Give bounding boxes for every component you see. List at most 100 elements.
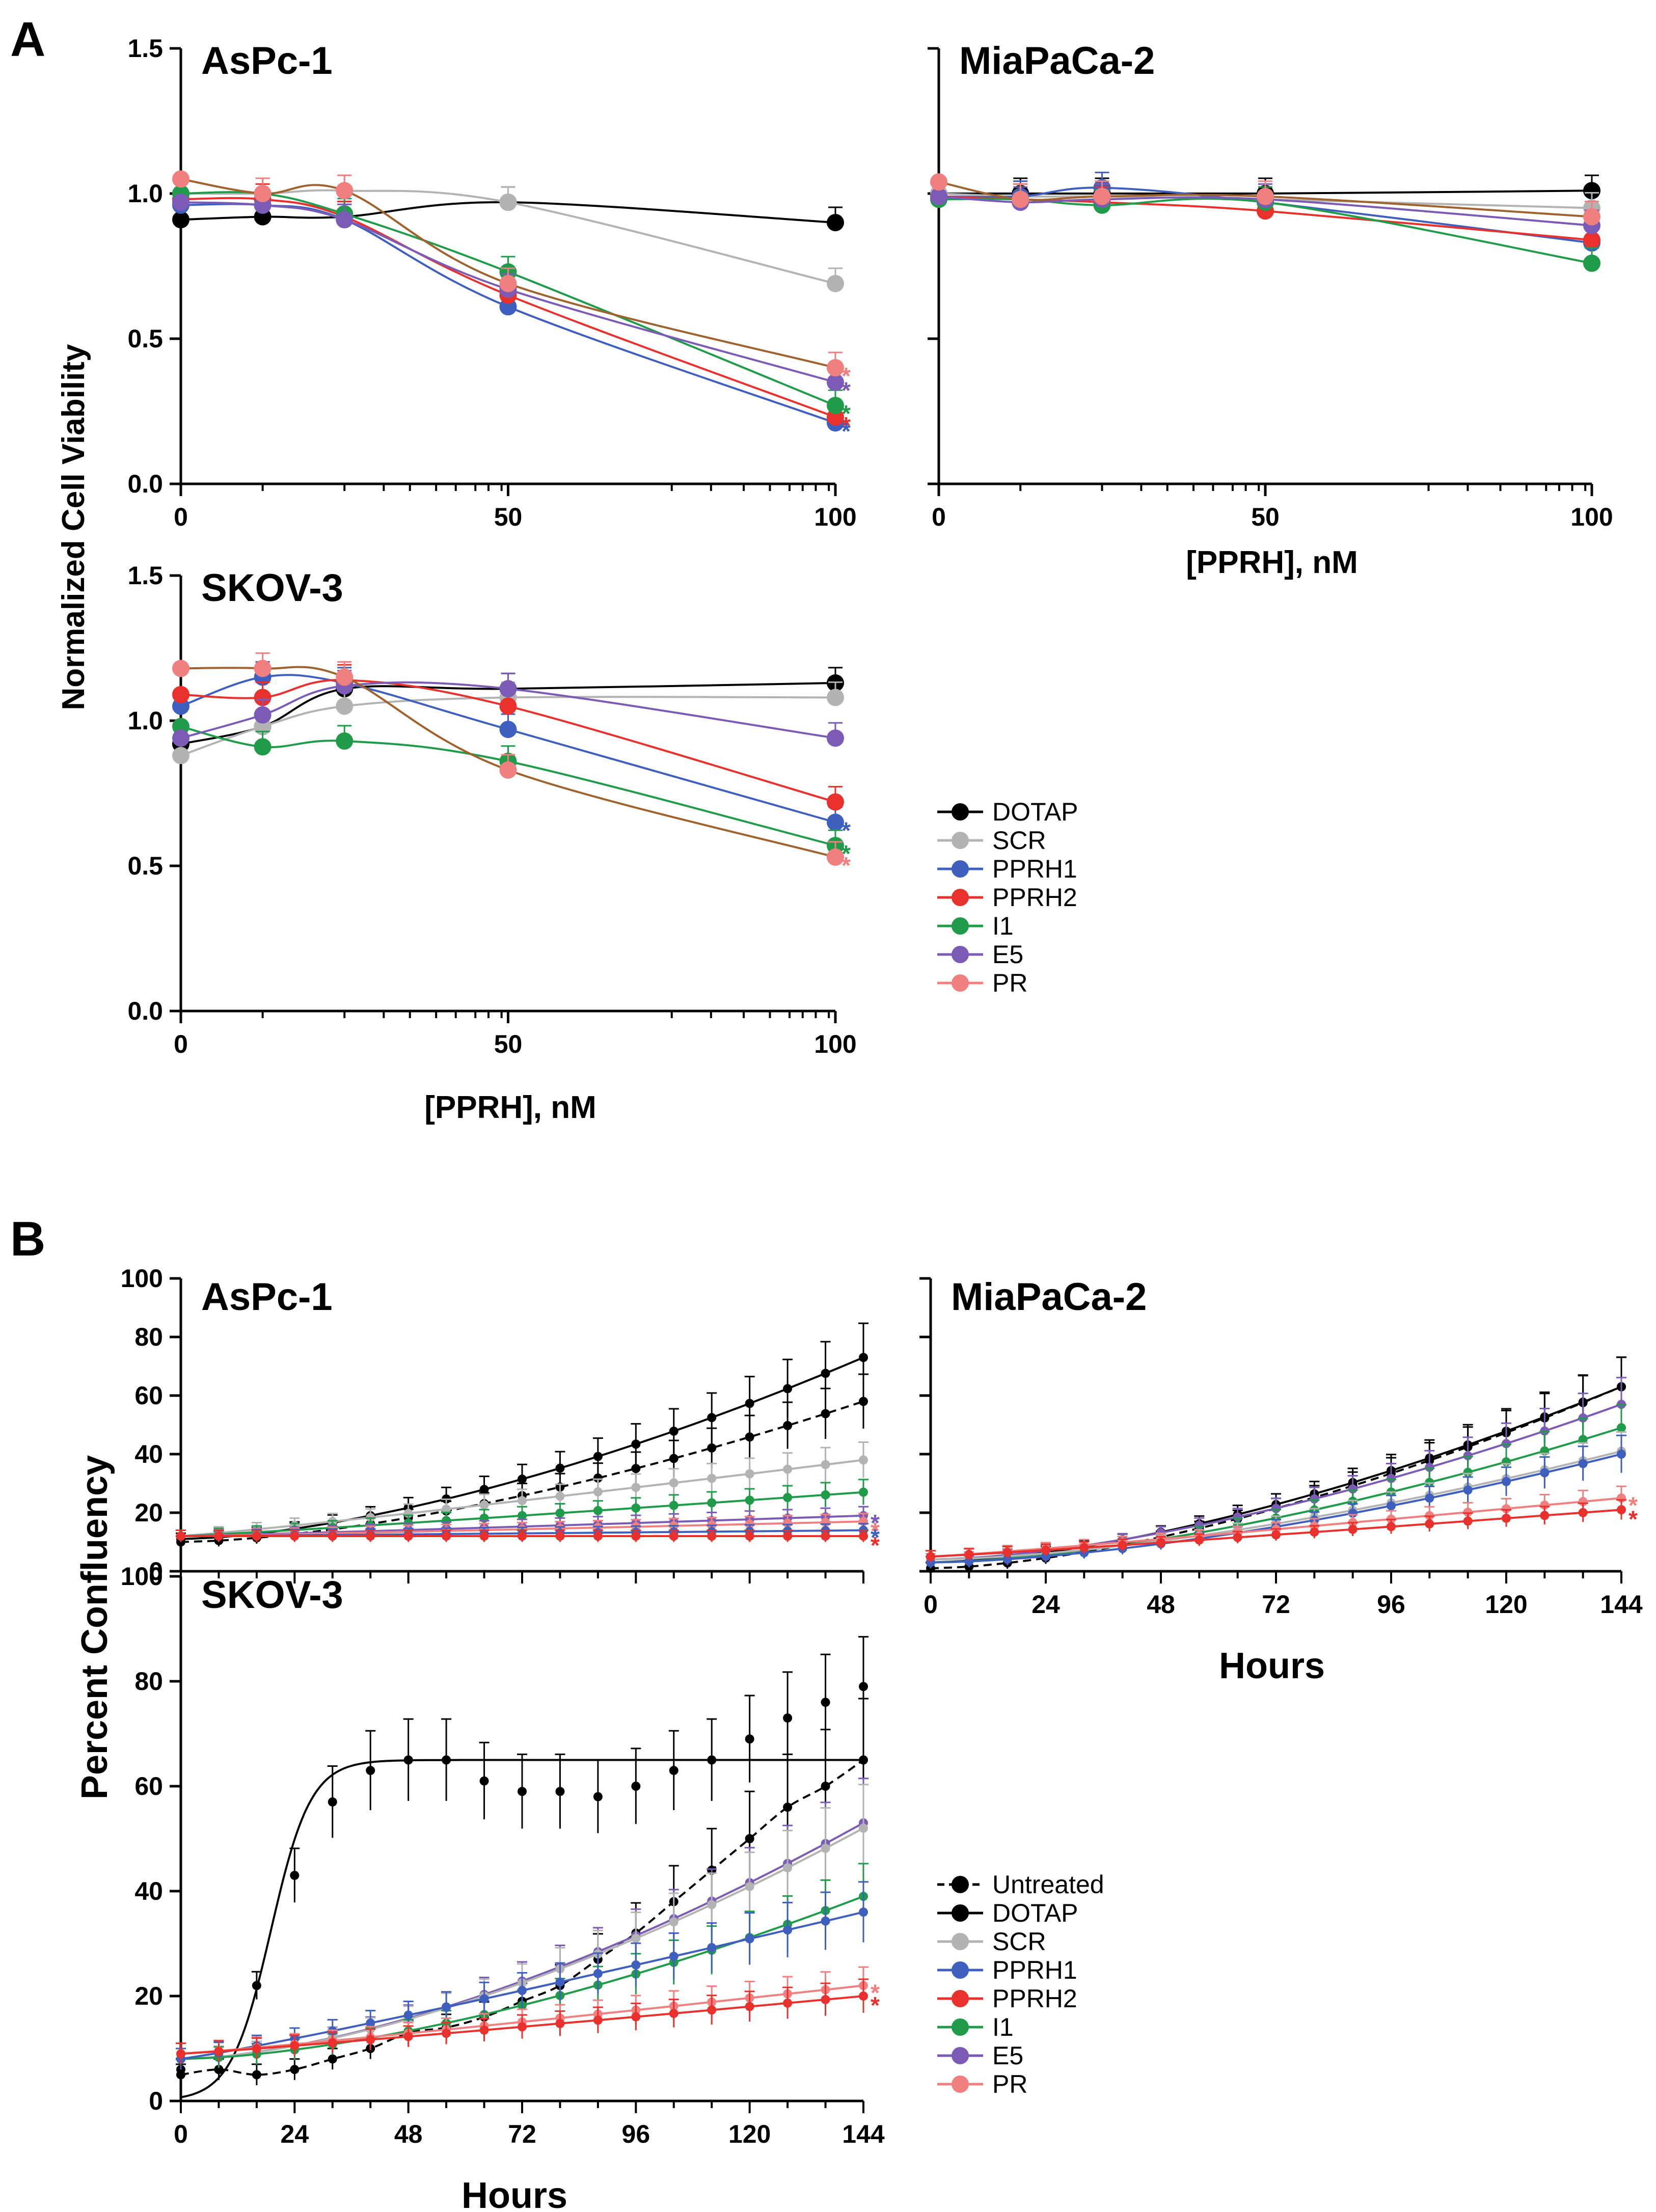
- x-tick-label: 24: [281, 2120, 309, 2148]
- line-untreated: [930, 1385, 1622, 1570]
- point-dotap: [631, 1439, 641, 1449]
- significance-star: *: [841, 400, 851, 427]
- y-tick-label: 0.0: [127, 997, 163, 1025]
- point-e5: [1195, 1520, 1204, 1530]
- point-pprh1: [366, 2018, 375, 2028]
- point-scr: [669, 1478, 678, 1488]
- point-dotap: [783, 1713, 793, 1723]
- point-i1: [707, 1498, 717, 1508]
- point-pprh1: [669, 1951, 678, 1961]
- point-pprh2: [254, 689, 272, 706]
- point-pprh1: [442, 2002, 451, 2012]
- point-pprh1: [859, 1907, 868, 1917]
- point-pprh2: [593, 1532, 603, 1541]
- y-tick-label: 1.0: [127, 706, 163, 735]
- point-dotap: [707, 1413, 717, 1423]
- point-pprh2: [555, 1532, 565, 1541]
- point-pprh2: [1348, 1524, 1358, 1534]
- point-dotap: [1583, 182, 1600, 200]
- point-pr: [1540, 1500, 1550, 1510]
- x-tick-label: 48: [394, 2120, 423, 2148]
- y-tick-label: 60: [134, 1381, 163, 1410]
- point-untreated: [593, 1473, 603, 1483]
- point-scr: [631, 1933, 641, 1943]
- significance-star: *: [871, 1517, 880, 1544]
- point-dotap: [859, 1682, 868, 1691]
- significance-star: *: [871, 1992, 880, 2018]
- point-i1: [1583, 254, 1600, 272]
- x-tick-label: 50: [1251, 503, 1280, 531]
- legend-marker-untreated: [952, 1876, 969, 1893]
- point-untreated: [783, 1421, 793, 1430]
- legend-marker-pr: [952, 974, 969, 992]
- point-e5: [1463, 1451, 1473, 1461]
- point-scr: [859, 1823, 868, 1833]
- point-i1: [1463, 1467, 1473, 1477]
- legend-label-pprh1: PPRH1: [992, 855, 1077, 883]
- point-i1: [827, 397, 844, 415]
- point-dotap: [821, 1369, 830, 1378]
- y-tick-label: 20: [134, 1498, 163, 1527]
- point-pprh1: [707, 1943, 717, 1952]
- point-pprh2: [1233, 1533, 1242, 1542]
- legend-marker-pprh1: [952, 1961, 969, 1979]
- point-pprh2: [1156, 1538, 1165, 1547]
- point-pprh2: [1578, 1508, 1588, 1517]
- point-pprh2: [442, 1532, 451, 1541]
- significance-star: *: [871, 1510, 880, 1536]
- chart-title: AsPc-1: [201, 1275, 333, 1319]
- x-tick-label: 72: [1262, 1590, 1290, 1619]
- point-i1: [669, 1500, 678, 1510]
- point-dotap: [366, 1766, 375, 1776]
- point-untreated: [707, 1443, 717, 1453]
- a-xlabel-bottom: [PPRH], nM: [424, 1090, 596, 1125]
- chart-title: MiaPaCa-2: [959, 39, 1155, 83]
- point-scr: [859, 1455, 868, 1465]
- point-e5: [1425, 1462, 1434, 1472]
- point-scr: [783, 1863, 793, 1873]
- legend-label-i1: I1: [992, 2013, 1014, 2041]
- point-i1: [745, 1495, 754, 1505]
- point-pprh2: [214, 1532, 224, 1541]
- point-pprh2: [707, 2005, 717, 2015]
- point-e5: [172, 729, 189, 747]
- x-tick-label: 50: [494, 1030, 523, 1058]
- point-pprh1: [593, 1969, 603, 1978]
- point-pprh1: [783, 1925, 793, 1935]
- point-i1: [783, 1493, 793, 1503]
- point-e5: [1387, 1473, 1396, 1483]
- point-pprh2: [1195, 1535, 1204, 1545]
- point-pprh1: [1502, 1477, 1511, 1486]
- significance-star: *: [871, 1524, 880, 1551]
- y-tick-label: 80: [134, 1667, 163, 1696]
- legend-label-scr: SCR: [992, 826, 1046, 855]
- legend-marker-scr: [952, 832, 969, 849]
- point-pr: [827, 359, 844, 376]
- x-tick-label: 0: [924, 1590, 938, 1619]
- point-pprh2: [631, 1532, 641, 1541]
- point-pprh2: [555, 2018, 565, 2028]
- x-tick-label: 24: [1031, 1590, 1060, 1619]
- point-i1: [859, 1487, 868, 1497]
- x-tick-label: 120: [1485, 1590, 1527, 1619]
- point-scr: [172, 747, 189, 764]
- b-ylabel: Percent Confluency: [74, 1455, 115, 1799]
- point-scr: [821, 1844, 830, 1853]
- chart-b-skov3: 0 20 40 60 80 100 0 24 48 72 96 120 144 SKOV-3 **: [121, 1562, 885, 2148]
- point-e5: [1233, 1512, 1242, 1522]
- point-pprh1: [964, 1556, 974, 1566]
- significance-star: *: [841, 377, 851, 404]
- point-dotap: [479, 1485, 489, 1494]
- point-pprh2: [518, 2022, 527, 2032]
- legend-marker-dotap: [952, 803, 969, 821]
- point-dotap: [669, 1426, 678, 1436]
- point-scr: [518, 1496, 527, 1506]
- point-pprh2: [707, 1532, 717, 1541]
- point-dotap: [859, 1353, 868, 1362]
- point-pprh2: [252, 2044, 261, 2054]
- point-pr: [745, 1519, 754, 1529]
- x-tick-label: 100: [814, 503, 856, 531]
- point-scr: [336, 697, 354, 715]
